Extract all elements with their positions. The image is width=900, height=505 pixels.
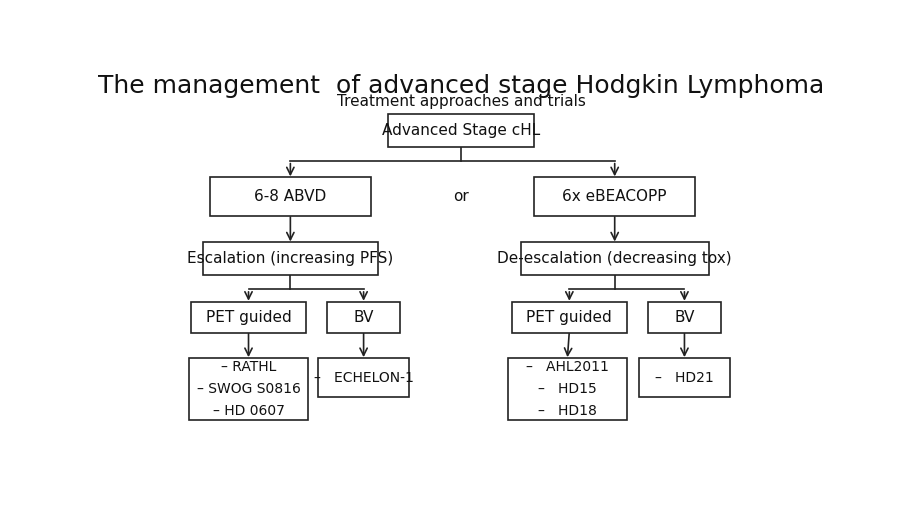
Text: 6-8 ABVD: 6-8 ABVD bbox=[254, 189, 327, 204]
FancyBboxPatch shape bbox=[508, 358, 626, 420]
Text: BV: BV bbox=[354, 310, 373, 325]
Text: De-escalation (decreasing tox): De-escalation (decreasing tox) bbox=[498, 251, 732, 267]
FancyBboxPatch shape bbox=[327, 301, 400, 333]
FancyBboxPatch shape bbox=[191, 301, 306, 333]
Text: or: or bbox=[454, 189, 469, 204]
Text: BV: BV bbox=[674, 310, 695, 325]
FancyBboxPatch shape bbox=[520, 242, 709, 275]
Text: PET guided: PET guided bbox=[526, 310, 612, 325]
FancyBboxPatch shape bbox=[535, 177, 695, 216]
Text: PET guided: PET guided bbox=[205, 310, 292, 325]
Text: –   HD21: – HD21 bbox=[655, 371, 714, 384]
Text: The management  of advanced stage Hodgkin Lymphoma: The management of advanced stage Hodgkin… bbox=[98, 74, 824, 98]
FancyBboxPatch shape bbox=[203, 242, 378, 275]
FancyBboxPatch shape bbox=[189, 358, 308, 420]
FancyBboxPatch shape bbox=[319, 358, 409, 397]
FancyBboxPatch shape bbox=[639, 358, 730, 397]
Text: –   ECHELON-1: – ECHELON-1 bbox=[314, 371, 413, 384]
Text: 6x eBEACOPP: 6x eBEACOPP bbox=[562, 189, 667, 204]
Text: Advanced Stage cHL: Advanced Stage cHL bbox=[382, 123, 540, 138]
FancyBboxPatch shape bbox=[512, 301, 627, 333]
Text: Escalation (increasing PFS): Escalation (increasing PFS) bbox=[187, 251, 393, 267]
Text: – RATHL
– SWOG S0816
– HD 0607: – RATHL – SWOG S0816 – HD 0607 bbox=[196, 361, 301, 418]
FancyBboxPatch shape bbox=[388, 114, 535, 147]
FancyBboxPatch shape bbox=[211, 177, 371, 216]
FancyBboxPatch shape bbox=[648, 301, 721, 333]
Text: –   AHL2011
–   HD15
–   HD18: – AHL2011 – HD15 – HD18 bbox=[526, 361, 608, 418]
Text: Treatment approaches and trials: Treatment approaches and trials bbox=[337, 93, 586, 109]
